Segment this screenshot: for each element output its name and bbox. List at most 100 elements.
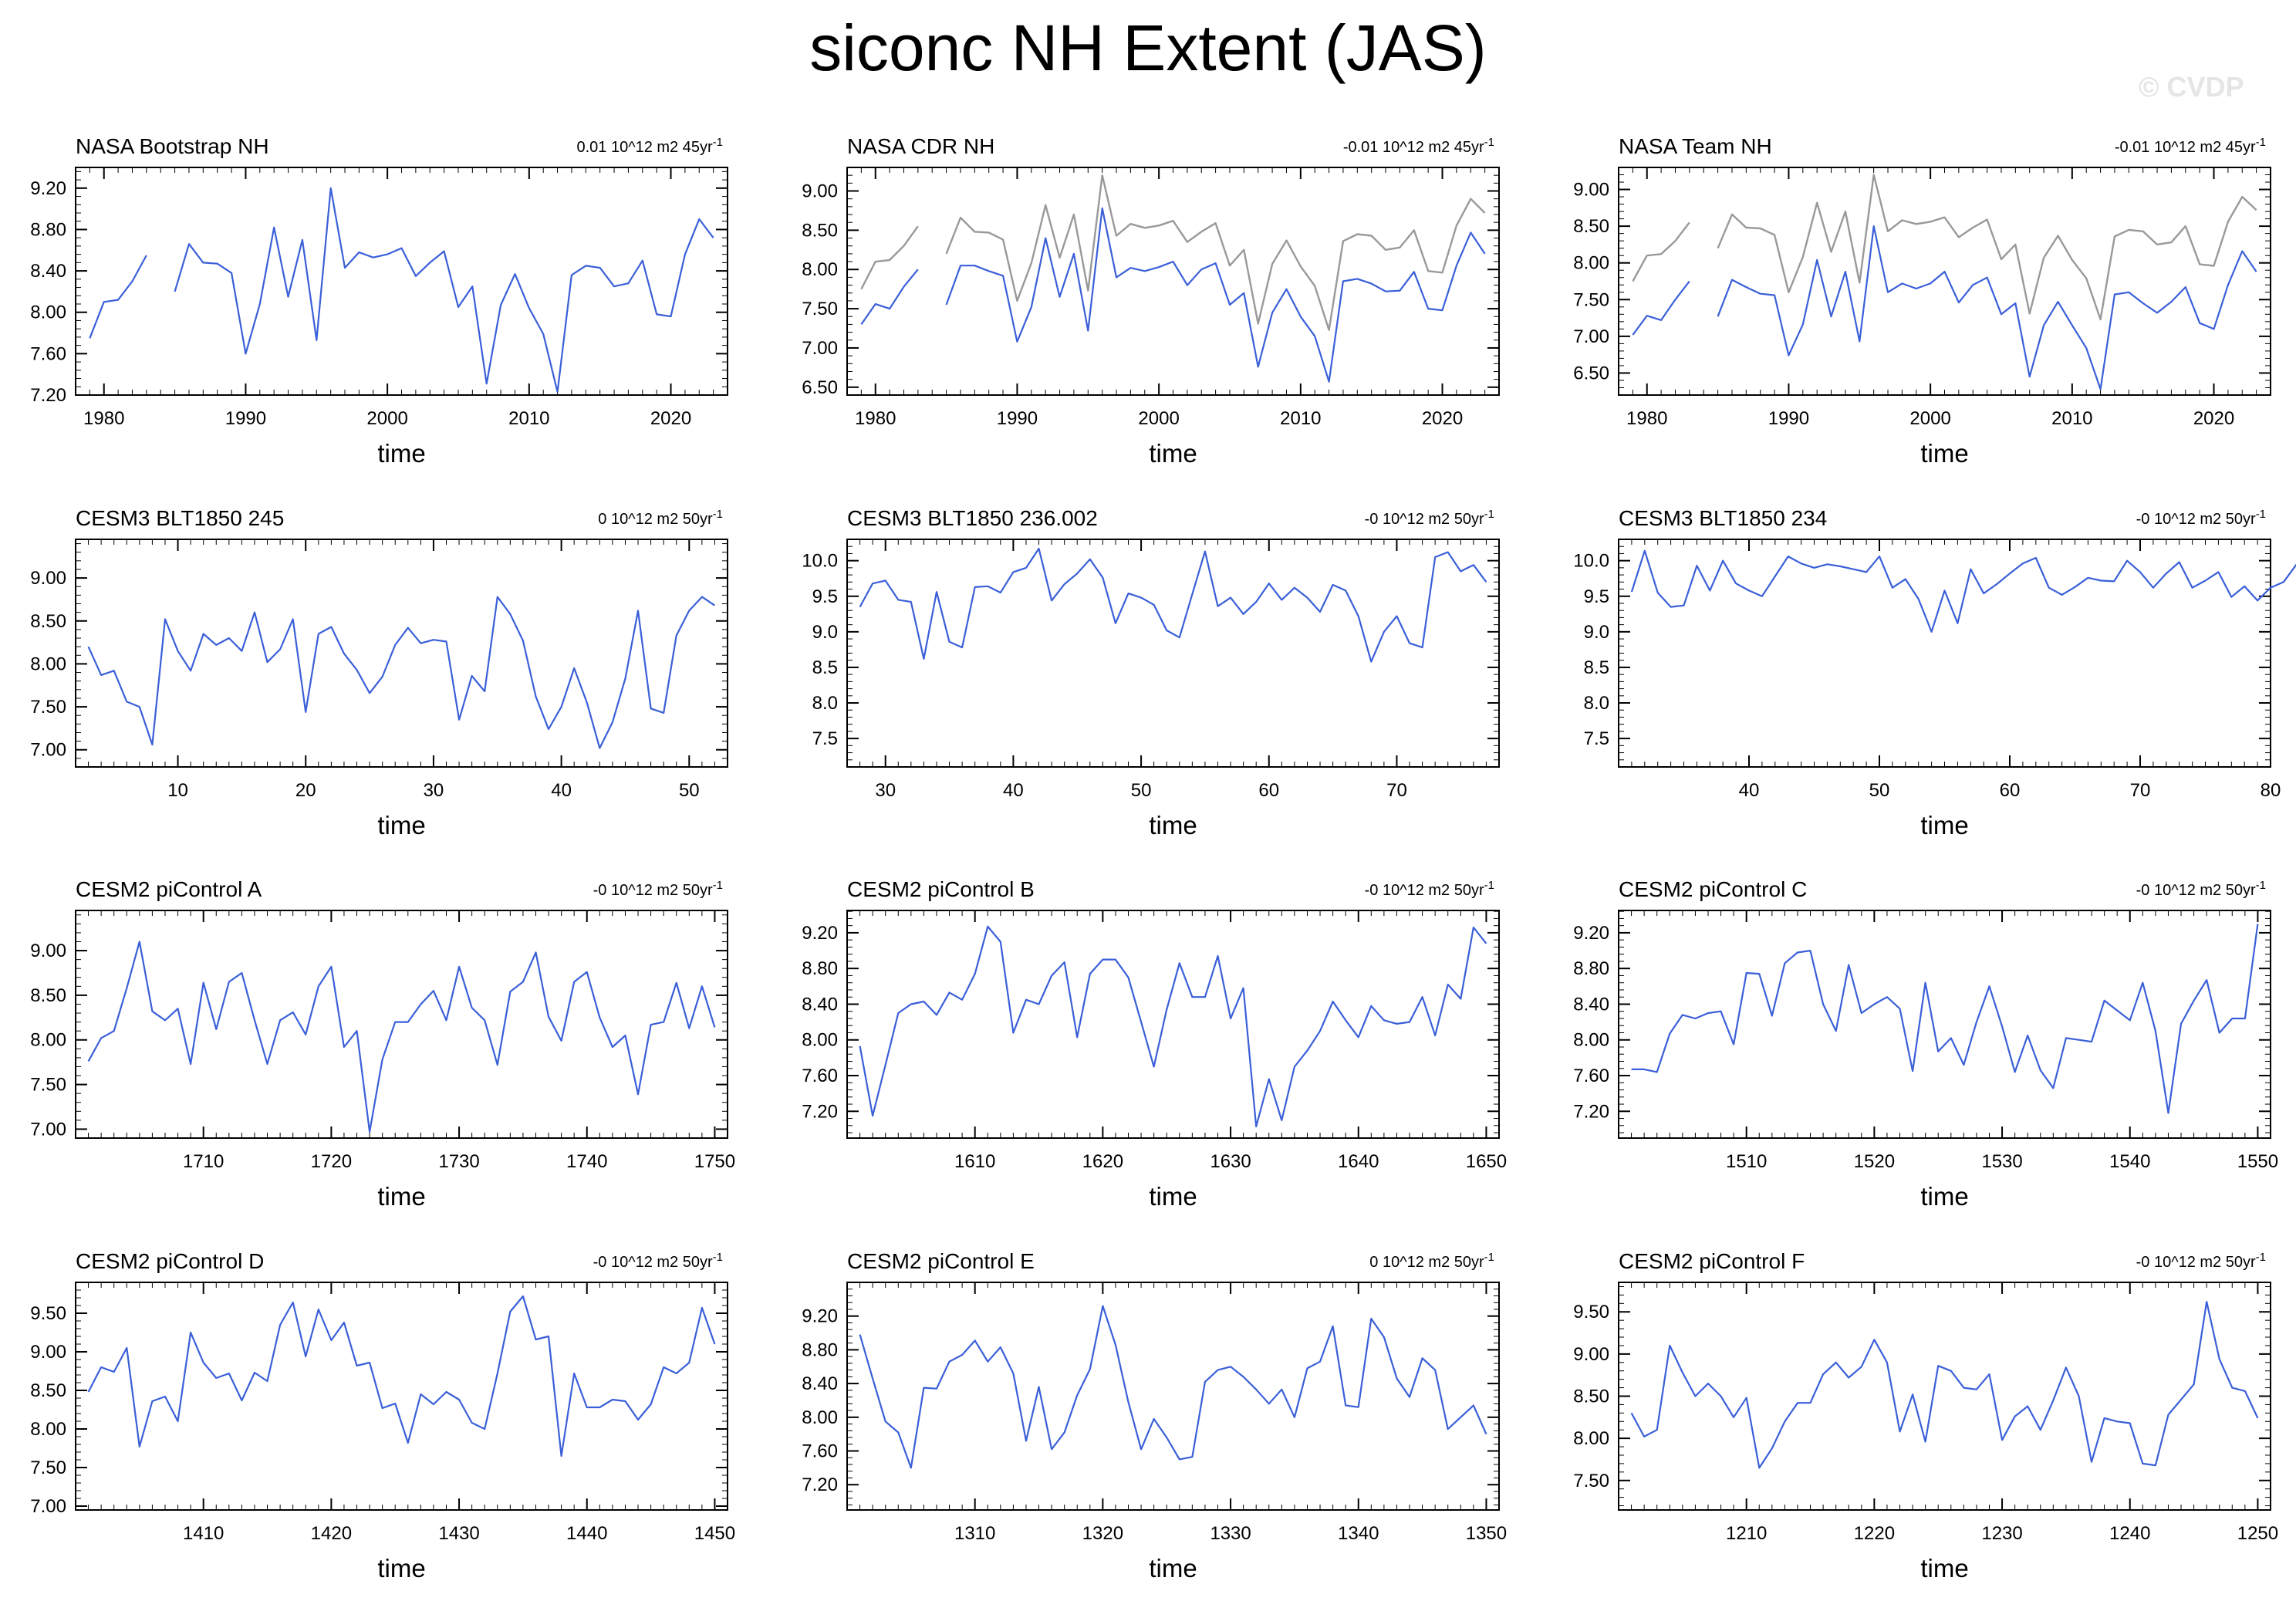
y-tick-label: 9.20 xyxy=(30,178,66,199)
x-tick-label: 40 xyxy=(1003,780,1024,801)
x-tick-label: 60 xyxy=(2000,780,2021,801)
plot-frame xyxy=(1618,539,2271,768)
x-minor-ticks xyxy=(846,539,1500,767)
x-tick-label: 1980 xyxy=(1626,408,1667,429)
x-tick-label: 40 xyxy=(1739,780,1760,801)
x-axis-label: time xyxy=(377,1182,425,1211)
x-tick-label: 1550 xyxy=(2237,1151,2278,1172)
y-tick-label: 8.00 xyxy=(802,1407,838,1428)
y-tick-label: 7.50 xyxy=(30,697,66,718)
y-tick-label: 8.00 xyxy=(30,302,66,323)
x-tick-label: 1420 xyxy=(311,1523,352,1544)
series-line xyxy=(1630,1301,2259,1469)
x-tick-label: 1740 xyxy=(566,1151,607,1172)
y-tick-label: 8.0 xyxy=(1584,693,1609,714)
series-line xyxy=(87,941,716,1133)
y-tick-label: 8.50 xyxy=(30,1380,66,1401)
panel-title: CESM2 piControl F xyxy=(1619,1249,1805,1273)
panel-title: CESM2 piControl E xyxy=(847,1249,1035,1273)
y-tick-label: 8.40 xyxy=(30,261,66,282)
x-tick-label: 1210 xyxy=(1726,1523,1767,1544)
trend-label: 0 10^12 m2 50yr-1 xyxy=(598,508,723,528)
x-minor-ticks xyxy=(75,910,728,1138)
panel-1: NASA Bootstrap NH 0.01 10^12 m2 45yr-1 198… xyxy=(30,134,728,468)
trend-label: -0 10^12 m2 50yr-1 xyxy=(593,1251,723,1271)
trend-label: -0 10^12 m2 50yr-1 xyxy=(2136,1251,2266,1271)
x-tick-label: 1440 xyxy=(566,1523,607,1544)
y-minor-ticks xyxy=(1619,539,2271,768)
x-tick-label: 1220 xyxy=(1854,1523,1895,1544)
plot-frame xyxy=(846,1282,1500,1511)
x-axis-label: time xyxy=(1920,811,1968,839)
y-tick-label: 7.50 xyxy=(802,299,838,319)
reference-series-line xyxy=(1632,174,2257,321)
x-tick-label: 2020 xyxy=(2193,408,2234,429)
series-line xyxy=(1631,924,2259,1114)
panel-title: CESM2 piControl A xyxy=(76,877,262,901)
y-tick-label: 9.20 xyxy=(802,923,838,944)
y-tick-label: 9.0 xyxy=(1584,622,1609,643)
x-tick-label: 1990 xyxy=(1768,408,1809,429)
y-tick-label: 8.5 xyxy=(812,657,838,678)
x-tick-label: 2010 xyxy=(2051,408,2092,429)
x-axis-label: time xyxy=(1920,1182,1968,1211)
y-tick-label: 9.00 xyxy=(1573,180,1609,201)
panel-10: CESM2 piControl D -0 10^12 m2 50yr-1 1410 1… xyxy=(30,1249,735,1583)
y-tick-label: 8.50 xyxy=(30,611,66,632)
panel-title: CESM3 BLT1850 236.002 xyxy=(847,506,1098,530)
y-tick-label: 8.00 xyxy=(30,1030,66,1051)
x-tick-label: 60 xyxy=(1258,780,1279,801)
panel-title: CESM2 piControl C xyxy=(1619,877,1807,901)
y-tick-label: 9.5 xyxy=(812,586,838,607)
x-minor-ticks xyxy=(846,1282,1500,1510)
x-tick-label: 20 xyxy=(295,780,316,801)
y-tick-label: 8.80 xyxy=(802,958,838,979)
x-tick-label: 70 xyxy=(2130,780,2151,801)
y-tick-label: 10.0 xyxy=(802,551,838,572)
y-tick-label: 9.50 xyxy=(1573,1302,1609,1322)
panel-9: CESM2 piControl C -0 10^12 m2 50yr-1 1510 1… xyxy=(1573,877,2278,1211)
panel-5: CESM3 BLT1850 236.002 -0 10^12 m2 50yr-1 3… xyxy=(802,506,1500,839)
x-axis-label: time xyxy=(1149,1182,1197,1211)
y-tick-label: 8.00 xyxy=(1573,1428,1609,1449)
y-tick-label: 7.5 xyxy=(1584,728,1609,749)
plot-frame xyxy=(75,539,728,768)
x-minor-ticks xyxy=(1618,539,2271,767)
x-tick-label: 1640 xyxy=(1338,1151,1379,1172)
y-tick-label: 7.20 xyxy=(1573,1101,1609,1122)
x-axis-label: time xyxy=(1920,1554,1968,1583)
y-minor-ticks xyxy=(76,914,728,1139)
panel-11: CESM2 piControl E 0 10^12 m2 50yr-1 1310 13… xyxy=(802,1249,1507,1583)
y-tick-label: 7.20 xyxy=(802,1101,838,1122)
x-tick-label: 1620 xyxy=(1082,1151,1123,1172)
y-tick-label: 7.60 xyxy=(30,343,66,364)
x-axis-label: time xyxy=(377,811,425,839)
x-tick-label: 40 xyxy=(551,780,572,801)
trend-label: -0 10^12 m2 50yr-1 xyxy=(2136,879,2266,899)
x-tick-label: 1750 xyxy=(694,1151,735,1172)
panel-4: CESM3 BLT1850 245 0 10^12 m2 50yr-1 10 20 30… xyxy=(30,506,728,839)
x-tick-label: 1990 xyxy=(997,408,1038,429)
y-tick-label: 7.00 xyxy=(1573,326,1609,347)
x-axis-label: time xyxy=(377,439,425,468)
x-tick-label: 1540 xyxy=(2109,1151,2150,1172)
y-tick-label: 9.5 xyxy=(1584,586,1609,607)
y-tick-label: 8.50 xyxy=(1573,1387,1609,1407)
x-tick-label: 1630 xyxy=(1210,1151,1251,1172)
trend-label: -0.01 10^12 m2 45yr-1 xyxy=(2115,136,2266,156)
y-tick-label: 9.0 xyxy=(812,622,838,643)
y-tick-label: 10.0 xyxy=(1573,551,1609,572)
y-tick-label: 9.50 xyxy=(30,1303,66,1324)
y-tick-label: 7.20 xyxy=(802,1474,838,1495)
x-tick-label: 1340 xyxy=(1338,1523,1379,1544)
panel-8: CESM2 piControl B -0 10^12 m2 50yr-1 1610 1… xyxy=(802,877,1507,1211)
y-tick-label: 8.00 xyxy=(30,654,66,674)
series-line xyxy=(89,187,714,394)
x-tick-label: 2000 xyxy=(1138,408,1179,429)
panel-3: NASA Team NH -0.01 10^12 m2 45yr-1 1980 199… xyxy=(1573,134,2271,468)
series-line xyxy=(859,547,1487,663)
y-tick-label: 8.5 xyxy=(1584,657,1609,678)
y-tick-label: 7.60 xyxy=(802,1441,838,1462)
x-tick-label: 50 xyxy=(1869,780,1890,801)
